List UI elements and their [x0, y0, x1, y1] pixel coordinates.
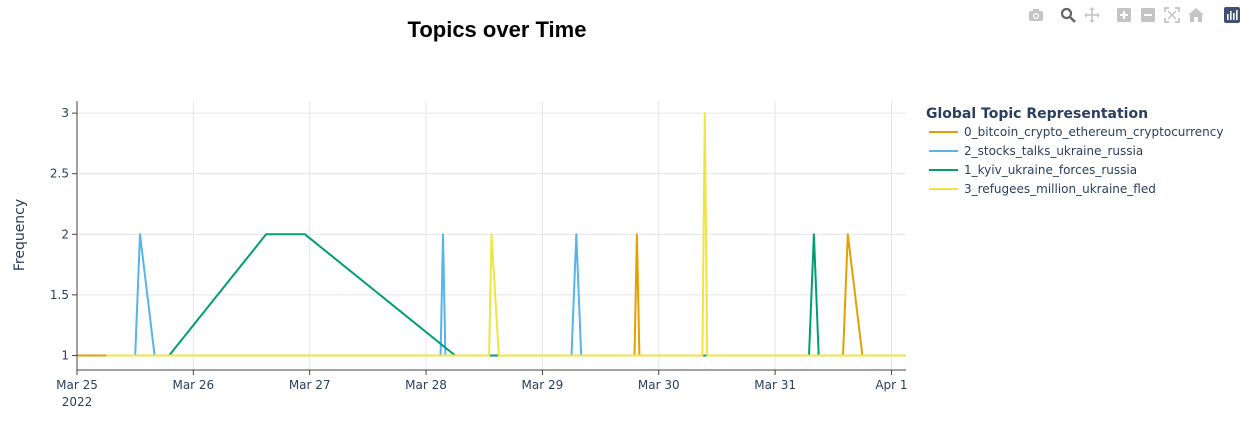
pan-icon[interactable] — [1081, 4, 1103, 26]
chart-title: Topics over Time — [408, 17, 587, 42]
modebar — [1025, 4, 1243, 26]
zoom-out-icon[interactable] — [1137, 4, 1159, 26]
series-line-3[interactable] — [106, 112, 906, 357]
x-tick-label: Mar 29 — [522, 378, 564, 392]
y-tick-label: 3 — [61, 106, 69, 120]
camera-icon[interactable] — [1025, 4, 1047, 26]
autoscale-icon[interactable] — [1161, 4, 1183, 26]
plotly-logo-icon[interactable] — [1221, 4, 1243, 26]
legend-item[interactable]: 0_bitcoin_crypto_ethereum_cryptocurrency — [929, 125, 1223, 139]
y-tick-label: 1 — [61, 348, 69, 362]
x-tick-label: Apr 1 — [875, 378, 907, 392]
legend-item[interactable]: 2_stocks_talks_ukraine_russia — [929, 144, 1143, 158]
y-tick-label: 1.5 — [50, 288, 69, 302]
grid — [77, 101, 906, 370]
y-tick-label: 2 — [61, 227, 69, 241]
x-tick-label: Mar 26 — [172, 378, 214, 392]
legend-label: 1_kyiv_ukraine_forces_russia — [964, 163, 1137, 177]
y-axis-title: Frequency — [12, 199, 28, 271]
series-line-1[interactable] — [106, 233, 906, 357]
x-tick-year-label: 2022 — [62, 395, 93, 409]
x-tick-label: Mar 31 — [754, 378, 796, 392]
x-tick-label: Mar 28 — [405, 378, 447, 392]
legend-item[interactable]: 1_kyiv_ukraine_forces_russia — [929, 163, 1137, 177]
legend-item[interactable]: 3_refugees_million_ukraine_fled — [929, 182, 1156, 196]
legend-label: 3_refugees_million_ukraine_fled — [964, 182, 1156, 196]
legend-title: Global Topic Representation — [926, 106, 1148, 122]
y-tick-label: 2.5 — [50, 167, 69, 181]
x-tick-label: Mar 25 — [56, 378, 98, 392]
x-tick-label: Mar 27 — [289, 378, 331, 392]
zoom-icon[interactable] — [1057, 4, 1079, 26]
legend[interactable]: Global Topic Representation 0_bitcoin_cr… — [926, 106, 1223, 196]
legend-label: 2_stocks_talks_ukraine_russia — [964, 144, 1143, 158]
legend-label: 0_bitcoin_crypto_ethereum_cryptocurrency — [964, 125, 1223, 139]
x-tick-label: Mar 30 — [638, 378, 680, 392]
reset-axes-icon[interactable] — [1185, 4, 1207, 26]
zoom-in-icon[interactable] — [1113, 4, 1135, 26]
axes: 1 1.5 2 2.5 3 Mar 25 2022 Mar 26 Mar 27 Mar 28 Mar… — [50, 101, 908, 409]
plot-area[interactable] — [77, 112, 906, 357]
